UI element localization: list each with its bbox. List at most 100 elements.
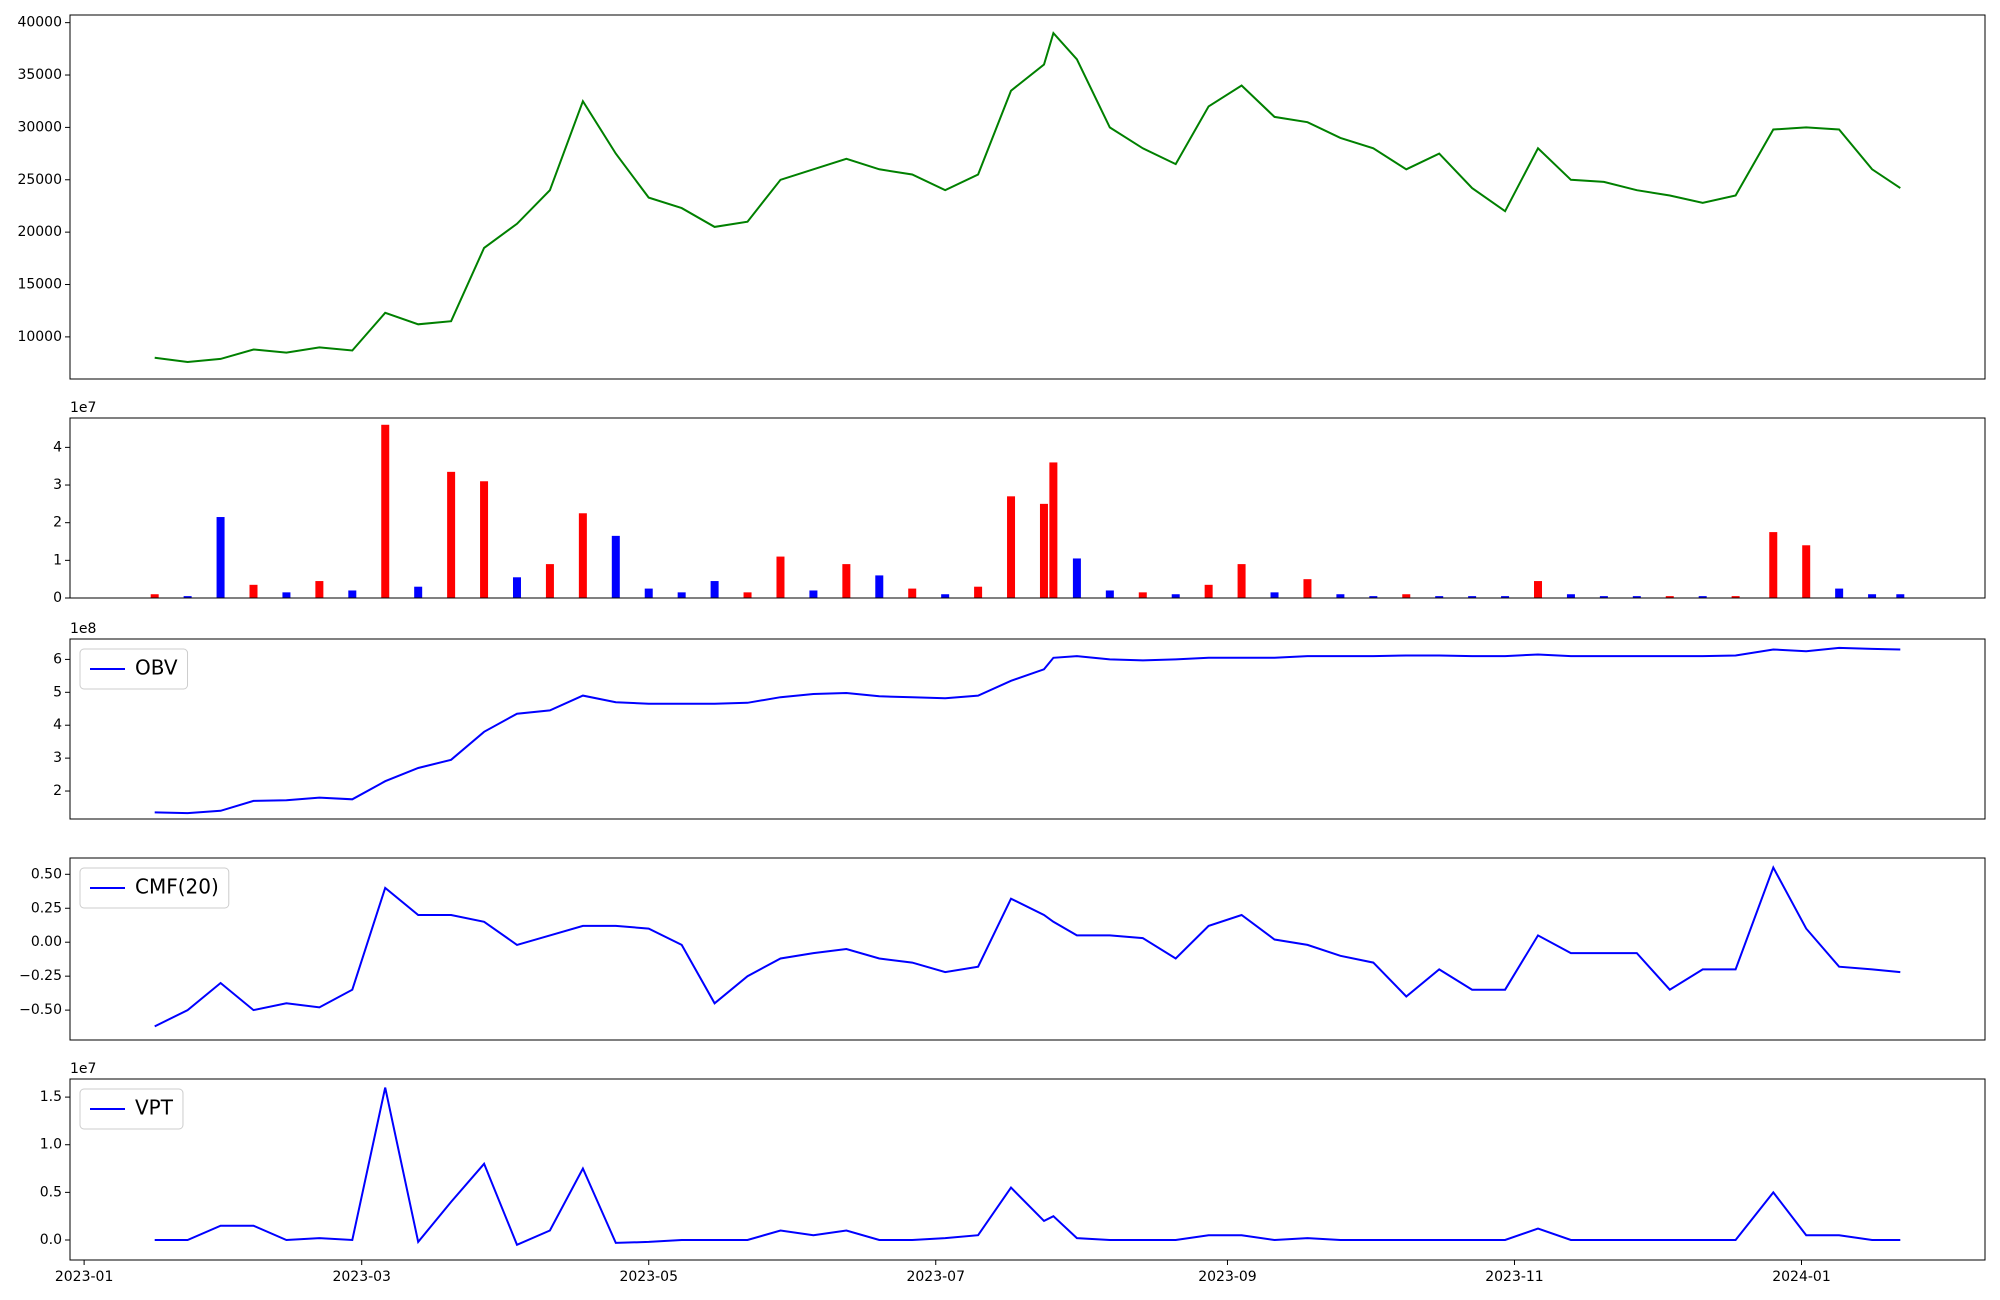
volume-bar (1731, 596, 1740, 598)
y-tick-label: 40000 (17, 15, 62, 31)
volume-bar (348, 590, 357, 598)
volume-bar (545, 564, 554, 598)
legend-box (79, 1088, 184, 1130)
volume-bar (315, 581, 324, 598)
volume-bar (1896, 594, 1905, 598)
x-tick-label: 2023-09 (1198, 1269, 1257, 1285)
volume-bar (512, 577, 521, 598)
y-tick-label: 4 (53, 717, 62, 733)
volume-bar (1868, 594, 1877, 598)
volume-bar (578, 513, 587, 598)
x-tick-label: 2023-03 (332, 1269, 391, 1285)
legend-label: VPT (135, 1096, 174, 1120)
volume-bar (1665, 596, 1674, 598)
y-tick-label: 2 (53, 515, 62, 531)
y-tick-label: 0.5 (40, 1184, 62, 1200)
volume-bar (282, 592, 291, 598)
volume-bar (842, 564, 851, 598)
data-line (154, 865, 1901, 1028)
y-tick-label: 10000 (17, 329, 62, 345)
volume-bar (447, 471, 456, 598)
legend-label: CMF(20) (135, 875, 219, 899)
y-tick-label: 6 (53, 651, 62, 667)
y-tick-label: 4 (53, 439, 62, 455)
volume-bar (249, 584, 258, 598)
volume-bar (1468, 596, 1477, 598)
legend-box (79, 648, 189, 690)
y-tick-label: 0.00 (31, 934, 62, 950)
volume-bar (1237, 564, 1246, 598)
volume-bar (414, 586, 423, 598)
y-tick-label: 0.50 (31, 866, 62, 882)
data-line (154, 646, 1901, 815)
plot-frame (69, 417, 1986, 599)
y-tick-label: 1.0 (40, 1137, 62, 1153)
volume-bar (1402, 594, 1411, 598)
volume-bar (480, 481, 489, 598)
y-tick-label: 0 (53, 590, 62, 606)
y-tick-label: 5 (53, 684, 62, 700)
volume-bar (809, 590, 818, 598)
plot-frame (69, 1078, 1986, 1261)
volume-bar (974, 586, 983, 598)
legend-label: OBV (135, 656, 178, 680)
x-tick-label: 2023-05 (619, 1269, 678, 1285)
y-tick-label: 0.25 (31, 900, 62, 916)
volume-bar (1534, 581, 1543, 598)
volume-bar (1769, 532, 1778, 598)
volume-bar (1049, 462, 1058, 598)
volume-bar (1171, 594, 1180, 598)
x-tick-label: 2024-01 (1772, 1269, 1831, 1285)
volume-bar (1336, 594, 1345, 598)
volume-bar (1303, 579, 1312, 598)
x-tick-label: 2023-07 (906, 1269, 965, 1285)
volume-bar (1007, 496, 1016, 598)
volume-bar (1204, 584, 1213, 598)
data-line (154, 1087, 1901, 1247)
y-tick-label: 3 (53, 750, 62, 766)
volume-bar (908, 588, 917, 598)
plot-frame (69, 638, 1986, 820)
y-tick-label: 1.5 (40, 1089, 62, 1105)
volume-bar (611, 535, 620, 598)
y-tick-label: 2 (53, 783, 62, 799)
y-tick-label: 35000 (17, 67, 62, 83)
offset-label: 1e7 (70, 1061, 96, 1077)
offset-label: 1e7 (70, 400, 96, 416)
volume-bar (875, 575, 884, 598)
volume-bar (644, 588, 653, 598)
offset-label: 1e8 (70, 621, 96, 637)
volume-bar (776, 556, 785, 598)
y-tick-label: −0.50 (19, 1002, 62, 1018)
volume-bar (1698, 596, 1707, 598)
volume-bar (1072, 558, 1081, 598)
y-tick-label: −0.25 (19, 968, 62, 984)
volume-bar (381, 424, 390, 598)
volume-bar (1835, 588, 1844, 598)
volume-bar (941, 594, 950, 598)
volume-bar (743, 592, 752, 598)
volume-bar (677, 592, 686, 598)
y-tick-label: 3 (53, 477, 62, 493)
data-line (154, 31, 1901, 364)
y-tick-label: 15000 (17, 277, 62, 293)
plot-frame (69, 14, 1986, 380)
volume-bar (150, 594, 159, 598)
volume-bar (1138, 592, 1147, 598)
x-tick-label: 2023-11 (1485, 1269, 1544, 1285)
y-tick-label: 25000 (17, 172, 62, 188)
volume-bar (1599, 596, 1608, 598)
y-tick-label: 0.0 (40, 1232, 62, 1248)
volume-bar (1632, 596, 1641, 598)
y-tick-label: 1 (53, 552, 62, 568)
legend-box (79, 867, 230, 909)
volume-bar (1039, 503, 1048, 598)
volume-bar (1501, 596, 1510, 598)
plot-frame (69, 857, 1986, 1041)
y-tick-label: 30000 (17, 119, 62, 135)
volume-bar (1566, 594, 1575, 598)
volume-bar (710, 581, 719, 598)
y-tick-label: 20000 (17, 224, 62, 240)
volume-bar (183, 596, 192, 598)
